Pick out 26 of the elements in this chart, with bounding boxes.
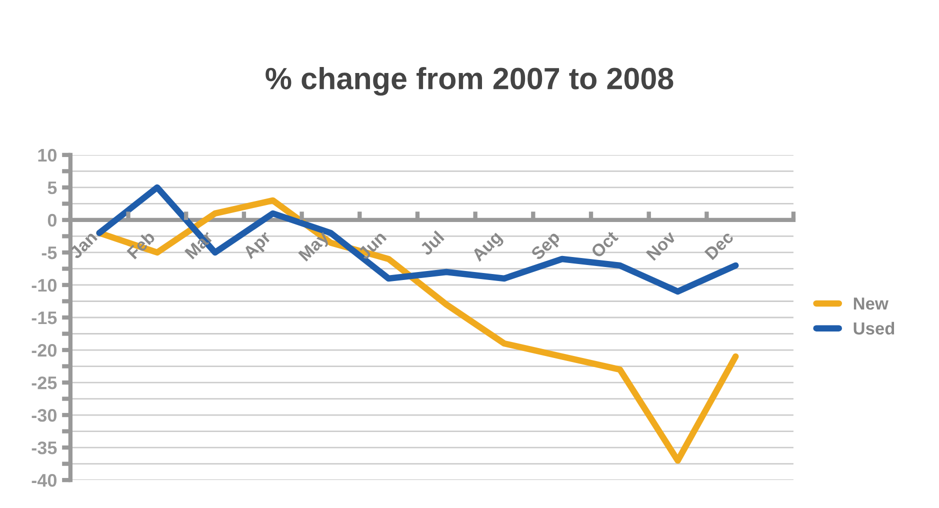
y-tick-label: -30 xyxy=(32,408,56,422)
x-tick-label: Mar xyxy=(184,230,214,260)
y-tick-label: 0 xyxy=(48,214,56,227)
chart-title: % change from 2007 to 2008 xyxy=(266,66,674,96)
x-tick-label: Jan xyxy=(68,230,98,260)
x-tick-label: Sep xyxy=(530,230,564,264)
x-tick-label: Oct xyxy=(590,230,619,258)
y-tick-label: -25 xyxy=(32,376,57,390)
y-tick-label: 5 xyxy=(48,182,57,194)
y-tick-label: -35 xyxy=(32,441,57,454)
x-tick-label: Jun xyxy=(357,230,387,260)
x-tick-label: Jul xyxy=(418,230,445,256)
legend-label: New xyxy=(854,298,888,310)
x-tick-label: Feb xyxy=(126,230,156,260)
legend-label: Used xyxy=(854,322,894,335)
y-tick-label: 10 xyxy=(38,148,56,162)
y-tick-label: -20 xyxy=(32,344,56,357)
y-tick-label: -15 xyxy=(32,312,57,324)
x-tick-label: Nov xyxy=(646,230,677,261)
y-tick-label: -5 xyxy=(42,246,57,260)
x-tick-label: Dec xyxy=(704,230,734,260)
y-tick-label: -10 xyxy=(32,278,56,292)
x-tick-label: Aug xyxy=(471,230,505,265)
y-tick-label: -40 xyxy=(32,474,56,487)
x-tick-label: May xyxy=(298,230,332,264)
x-tick-label: Apr xyxy=(242,230,274,262)
